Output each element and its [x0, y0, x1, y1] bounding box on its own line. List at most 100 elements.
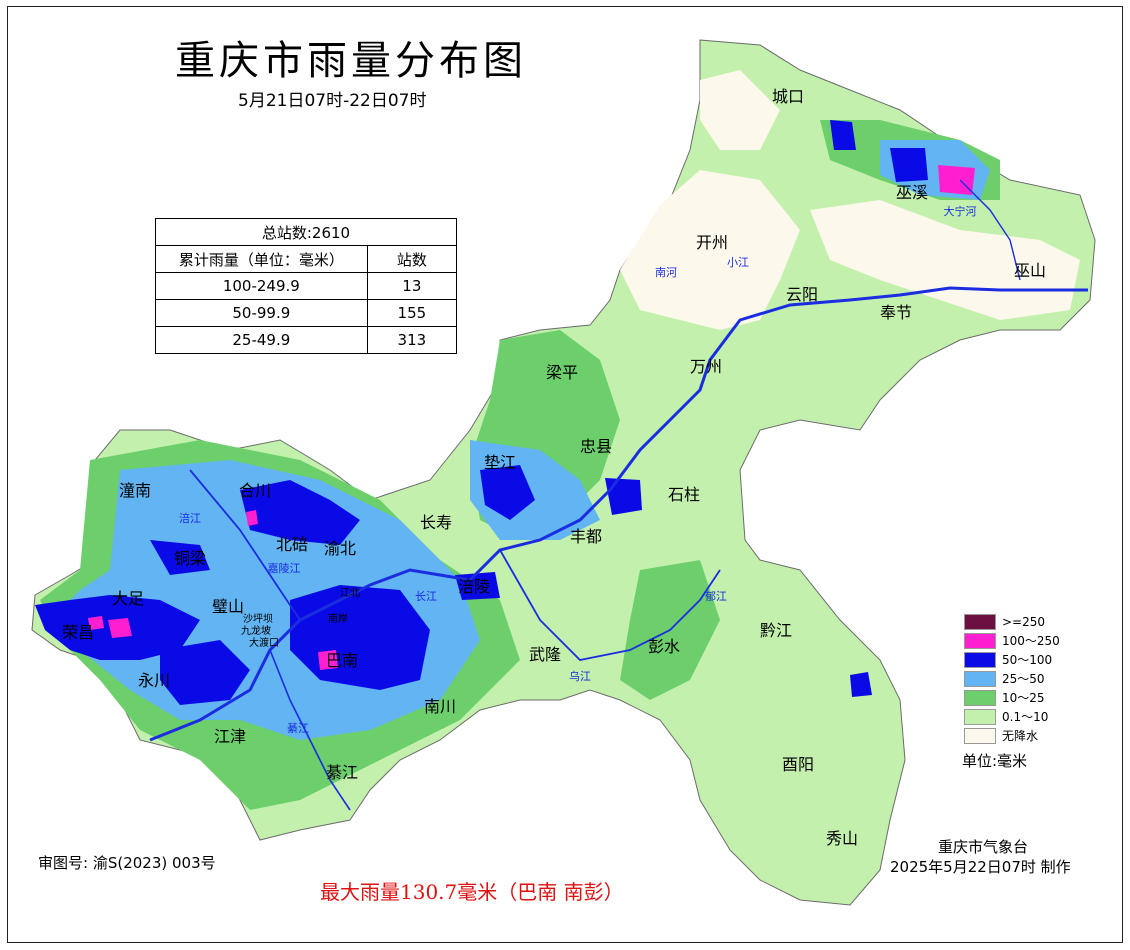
- river-label: 大宁河: [944, 204, 977, 218]
- river-label: 乌江: [569, 669, 591, 683]
- rain-100-250-b: [108, 618, 132, 638]
- issuing-organization: 重庆市气象台: [938, 838, 1029, 856]
- table-row: 累计雨量（单位：毫米） 站数: [155, 245, 458, 273]
- legend-swatch: [964, 708, 996, 725]
- district-label: 石柱: [668, 485, 700, 504]
- count-header: 站数: [366, 245, 458, 273]
- legend-label: 无降水: [1002, 729, 1039, 743]
- range-cell: 50-99.9: [155, 299, 368, 327]
- range-header: 累计雨量（单位：毫米）: [155, 245, 368, 273]
- district-label: 渝北: [324, 539, 356, 558]
- district-label: 铜梁: [174, 549, 206, 568]
- rain-50-100-f: [605, 478, 642, 515]
- table-row: 50-99.9 155: [155, 299, 458, 327]
- table-row: 总站数:2610: [155, 218, 457, 246]
- rain-50-100-g: [890, 148, 928, 182]
- district-label: 涪陵: [458, 577, 490, 596]
- legend-label: 100～250: [1002, 634, 1060, 648]
- river-wu: [499, 549, 721, 661]
- rain-100-250-a: [318, 650, 338, 670]
- district-label: 荣昌: [62, 623, 94, 642]
- legend-swatch: [964, 689, 996, 706]
- district-label: 永川: [138, 671, 170, 690]
- table-row: 100-249.9 13: [155, 272, 458, 300]
- district-label: 忠县: [580, 437, 612, 456]
- rain-legend: >=250 100～250 50～100 25～50 10～25 0.1～10 …: [964, 612, 1060, 745]
- river-label: 涪江: [179, 511, 201, 525]
- legend-swatch: [964, 651, 996, 668]
- legend-item: 100～250: [964, 631, 1060, 650]
- map-frame: [7, 6, 1123, 943]
- legend-item: >=250: [964, 612, 1060, 631]
- district-label: 奉节: [880, 303, 912, 322]
- river-yangtze: [149, 286, 1088, 742]
- rain-50-100-d: [240, 480, 360, 545]
- river-label: 綦江: [287, 722, 309, 735]
- table-row: 25-49.9 313: [155, 326, 458, 354]
- district-label: 秀山: [826, 829, 858, 848]
- district-label: 九龙坡: [241, 624, 271, 637]
- district-label: 酉阳: [782, 755, 814, 774]
- legend-item: 0.1～10: [964, 707, 1060, 726]
- legend-item: 10～25: [964, 688, 1060, 707]
- no-rain-zone-3: [700, 70, 780, 150]
- range-cell: 100-249.9: [155, 272, 368, 300]
- legend-label: 10～25: [1002, 691, 1045, 705]
- district-label: 潼南: [119, 481, 151, 500]
- legend-label: 0.1～10: [1002, 710, 1049, 724]
- rain-50-100-h: [830, 120, 856, 150]
- district-label: 长寿: [420, 513, 452, 532]
- district-label: 彭水: [648, 637, 680, 656]
- river-label: 小江: [727, 256, 749, 269]
- rain-100-250-c: [88, 616, 104, 630]
- total-stations-cell: 总站数:2610: [155, 218, 457, 246]
- district-label: 江津: [214, 727, 246, 746]
- rain-100-250-d: [938, 165, 975, 195]
- map-subtitle: 5月21日07时-22日07时: [238, 91, 427, 111]
- rain-50-100-e: [480, 465, 535, 520]
- district-label: 武隆: [529, 645, 561, 664]
- district-label: 南川: [424, 697, 456, 716]
- legend-label: 25～50: [1002, 672, 1045, 686]
- district-label: 合川: [239, 481, 271, 500]
- district-label: 巫溪: [896, 183, 928, 202]
- count-cell: 155: [366, 299, 458, 327]
- rain-50-100-j: [150, 540, 210, 575]
- legend-item: 无降水: [964, 726, 1060, 745]
- district-label: 丰都: [570, 527, 602, 546]
- district-label: 巫山: [1014, 261, 1046, 280]
- legend-swatch: [964, 670, 996, 687]
- district-label: 沙坪坝: [243, 612, 273, 625]
- district-label: 垫江: [484, 453, 516, 472]
- district-label: 大足: [112, 589, 144, 608]
- legend-swatch: [964, 613, 996, 630]
- rain-100-250-e: [246, 510, 258, 526]
- river-label: 南河: [655, 266, 677, 279]
- legend-unit: 单位:毫米: [962, 752, 1028, 770]
- district-label: 南岸: [328, 612, 348, 625]
- legend-swatch: [964, 632, 996, 649]
- count-cell: 313: [366, 326, 458, 354]
- map-title: 重庆市雨量分布图: [175, 38, 527, 84]
- district-label: 城口: [772, 87, 804, 106]
- district-label: 万州: [690, 357, 722, 376]
- district-label: 巴南: [326, 651, 358, 670]
- river-jialing: [189, 469, 301, 621]
- map-approval-number: 审图号: 渝S(2023) 003号: [38, 854, 216, 872]
- range-cell: 25-49.9: [155, 326, 368, 354]
- rain-50-100-k: [850, 672, 872, 697]
- district-label: 梁平: [546, 363, 578, 382]
- count-cell: 13: [366, 272, 458, 300]
- river-label: 嘉陵江: [268, 561, 301, 575]
- river-label: 郁江: [705, 589, 727, 603]
- rain-50-100-c: [160, 640, 250, 705]
- district-label: 开州: [696, 233, 728, 252]
- district-label: 大渡口: [249, 636, 279, 649]
- legend-item: 50～100: [964, 650, 1060, 669]
- river-daning: [959, 179, 1021, 281]
- district-label: 綦江: [326, 763, 358, 782]
- legend-item: 25～50: [964, 669, 1060, 688]
- legend-swatch: [964, 727, 996, 744]
- station-stats-table: 总站数:2610 累计雨量（单位：毫米） 站数 100-249.9 13 50-…: [155, 218, 458, 354]
